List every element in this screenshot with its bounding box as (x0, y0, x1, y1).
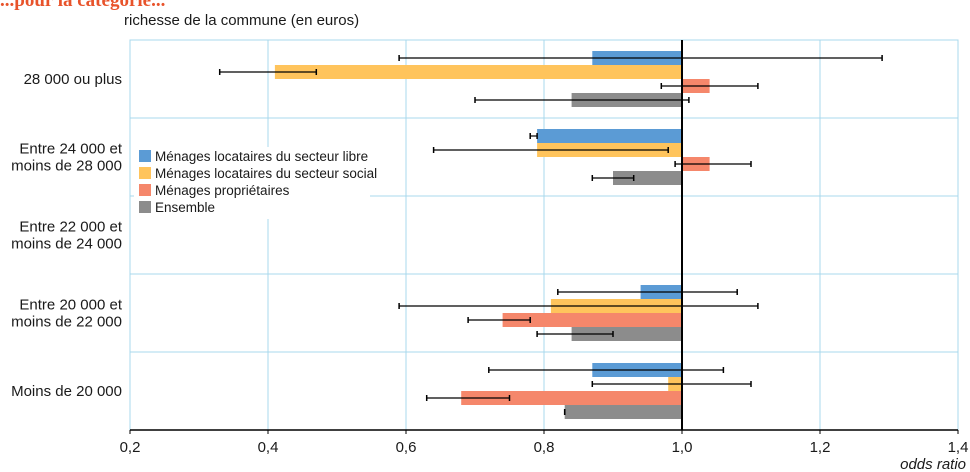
x-tick-label: 0,2 (120, 439, 141, 456)
category-label: moins de 22 000 (11, 314, 122, 331)
chart-title: ...pour la catégorie... (0, 0, 166, 11)
x-tick-label: 0,4 (258, 439, 279, 456)
legend-label: Ménages locataires du secteur libre (155, 149, 368, 164)
legend-label: Ensemble (155, 200, 215, 215)
category-label: Entre 20 000 et (19, 297, 122, 314)
legend-label: Ménages propriétaires (155, 183, 290, 198)
legend: Ménages locataires du secteur libre Ménag… (134, 147, 377, 219)
bar (564, 405, 682, 419)
category-label: moins de 24 000 (11, 236, 122, 253)
category-label: Entre 22 000 et (19, 219, 122, 236)
category-label: 28 000 ou plus (24, 71, 122, 88)
bar (537, 129, 682, 143)
legend-swatch (139, 184, 151, 196)
bar (571, 327, 682, 341)
bar (274, 65, 682, 79)
category-label: moins de 28 000 (11, 158, 122, 175)
legend-swatch (139, 167, 151, 179)
x-tick-label: 1,4 (948, 439, 969, 456)
category-label: Moins de 20 000 (11, 383, 122, 400)
legend-label: Ménages locataires du secteur social (155, 166, 377, 181)
x-tick-label: 0,8 (534, 439, 555, 456)
y-axis-label: richesse de la commune (en euros) (124, 12, 359, 29)
x-tick-label: 1,2 (810, 439, 831, 456)
error-bars-layer (218, 55, 883, 415)
x-axis-ticks: 0,2 0,4 0,6 0,8 1,0 1,2 1,4 (120, 430, 969, 456)
x-tick-label: 1,0 (672, 439, 693, 456)
x-tick-label: 0,6 (396, 439, 417, 456)
bar (461, 391, 682, 405)
bar (502, 313, 682, 327)
gridlines (129, 39, 959, 431)
category-label: Entre 24 000 et (19, 141, 122, 158)
legend-background (134, 147, 370, 219)
legend-swatch (139, 150, 151, 162)
bars-layer (274, 51, 710, 419)
bar (613, 171, 682, 185)
x-axis-label: odds ratio (900, 456, 966, 472)
legend-swatch (139, 201, 151, 213)
